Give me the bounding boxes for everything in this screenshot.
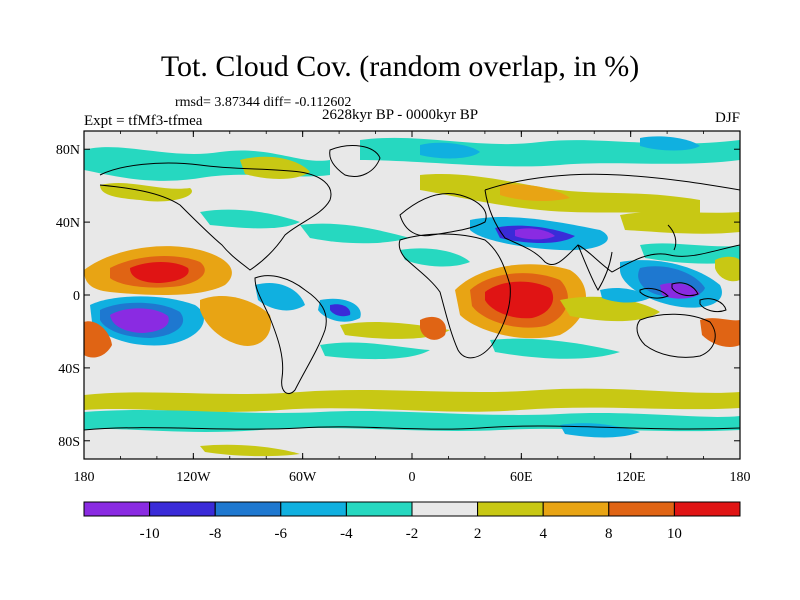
period-label: 2628kyr BP - 0000kyr BP [322,107,479,123]
map-plot-area [84,131,740,459]
colorbar-label: -2 [406,526,419,542]
colorbar-label: 10 [667,526,682,542]
experiment-label: Expt = tfMf3-tfmea [84,113,203,129]
season-label: DJF [714,110,740,126]
plot-title: Tot. Cloud Cov. (random overlap, in %) [160,50,640,83]
latitude-axis: 80N 40N 0 40S 80S [56,143,740,450]
coastlines [84,145,740,431]
colorbar-swatch [345,501,413,517]
colorbar-swatch [608,501,675,517]
colorbar-label: 8 [605,526,613,542]
lat-tick-label: 0 [73,289,80,304]
colorbar-swatch [477,501,544,517]
colorbar-label: -8 [209,526,222,542]
rmsd-diff-stats: rmsd= 3.87344 diff= -0.112602 [175,95,352,110]
colorbar-swatch [411,501,479,517]
lon-tick-label: 60E [510,470,533,485]
lat-tick-label: 40S [58,362,80,377]
colorbar-swatch [280,501,347,517]
colorbar-label: -10 [140,526,160,542]
colorbar-swatch [673,501,741,517]
lon-tick-label: 60W [289,470,317,485]
colorbar-label: -4 [340,526,353,542]
colorbar-swatch [149,501,216,517]
lon-tick-label: 0 [409,470,416,485]
colorbar-swatch [214,501,282,517]
lon-tick-label: 180 [730,470,751,485]
colorbar-swatch [542,501,610,517]
colorbar-label: 4 [539,526,547,542]
colorbar-label: 2 [474,526,482,542]
lat-tick-label: 40N [56,216,80,231]
lat-tick-label: 80S [58,435,80,450]
colorbar-label: -6 [275,526,288,542]
lon-tick-label: 120E [616,470,646,485]
lat-tick-label: 80N [56,143,80,158]
longitude-axis: 180 120W 60W 0 60E 120E 180 [74,131,751,485]
colorbar: -10 -8 -6 -4 -2 2 4 8 10 [83,501,741,542]
lon-tick-label: 180 [74,470,95,485]
colorbar-swatch [83,501,151,517]
anomaly-fields [84,136,740,459]
lon-tick-label: 120W [176,470,211,485]
